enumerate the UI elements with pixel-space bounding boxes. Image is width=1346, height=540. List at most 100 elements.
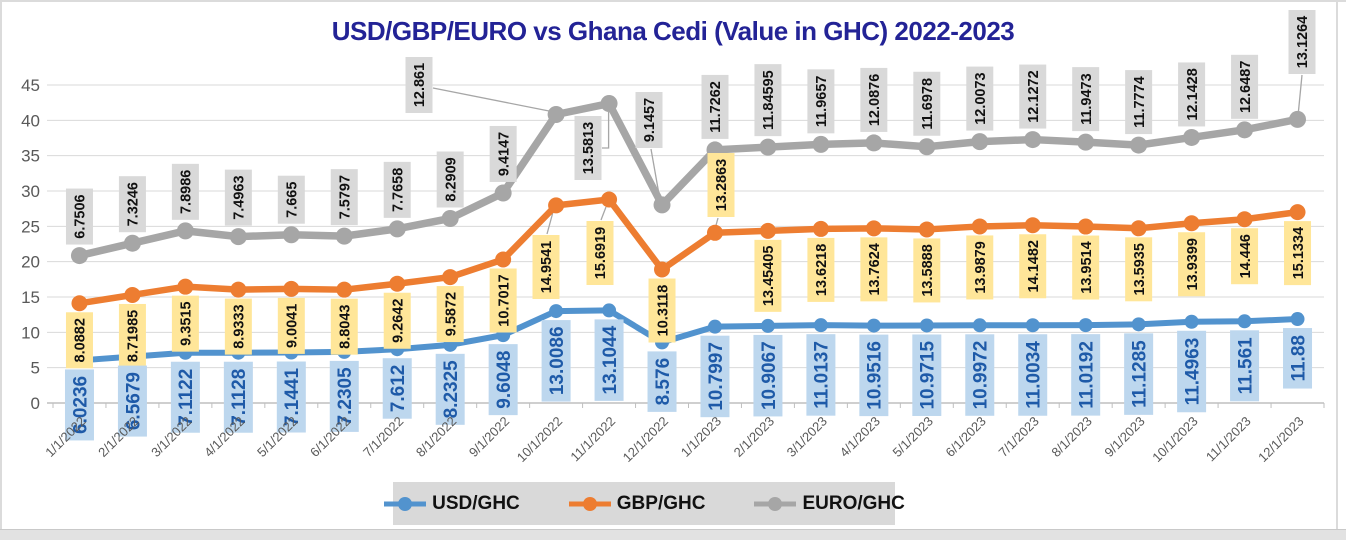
data-point-marker [653,196,671,214]
data-point-marker [760,318,775,333]
data-point-marker [759,138,777,156]
data-label: 9.5872 [443,292,459,336]
data-label: 8.9333 [232,304,248,348]
data-labels-GBP-GHC: 8.0882 8.71985 9.3515 8.9333 9.0041 8.8043 9.2… [65,153,1312,369]
data-point-marker [601,191,618,208]
data-point-marker [1290,312,1305,327]
data-point-marker [71,295,88,312]
data-label: 8.8043 [337,305,353,349]
data-point-marker [1236,211,1253,228]
data-point-marker [918,138,936,156]
y-tick-label: 35 [21,147,40,166]
legend-item-gbp-ghc: GBP/GHC [568,492,706,515]
y-tick-label: 20 [21,253,40,272]
y-tick-label: 0 [31,394,40,413]
chart-border-left [0,0,2,530]
legend-label-gbp: GBP/GHC [616,492,706,514]
data-label: 11.1285 [1129,340,1150,408]
data-point-marker [283,280,300,297]
y-tick-label: 45 [21,76,40,95]
x-tick-label: 7/1/2023 [995,414,1041,460]
data-label: 11.88 [1288,335,1309,382]
data-point-marker [600,95,618,113]
data-point-marker [919,318,934,333]
data-label: 7.7658 [390,168,406,212]
data-label: 11.9473 [1079,73,1095,125]
y-tick-label: 25 [21,217,40,236]
x-tick-label: 2/1/2023 [731,414,777,460]
data-point-marker [123,234,141,252]
data-point-marker [1077,218,1094,235]
data-point-marker [918,221,935,238]
data-label: 10.7017 [496,274,512,326]
x-tick-label: 11/1/2022 [567,414,618,465]
data-label: 7.1122 [176,369,197,426]
data-label: 12.861 [412,63,428,107]
data-label: 11.0034 [1024,341,1045,409]
data-label: 7.5797 [337,175,353,219]
legend-item-euro-ghc: EURO/GHC [753,493,905,515]
data-point-marker [336,281,353,298]
data-label: 11.7262 [708,81,724,133]
data-point-marker [1024,217,1041,234]
data-label: 7.1441 [282,368,303,427]
data-point-marker [495,251,512,268]
series-line-USD-GHC [72,303,1305,368]
y-tick-label: 40 [21,111,40,130]
usd-line-marker-icon [384,496,427,511]
data-label: 9.4147 [496,132,512,176]
data-label: 14.9541 [539,241,555,293]
data-label: 13.1264 [1295,16,1311,68]
data-point-marker [1289,110,1307,128]
y-tick-label: 10 [21,323,40,342]
data-label: 13.0086 [547,326,568,395]
chart-border-top [0,0,1346,2]
data-point-marker [1077,133,1095,151]
data-label: 11.84595 [761,70,777,130]
data-label: 10.7997 [706,342,727,411]
y-tick-label: 5 [31,359,40,378]
data-label: 6.5679 [123,372,144,430]
data-point-marker [602,303,617,318]
data-label: 8.0882 [73,318,89,362]
data-point-marker [441,209,459,227]
euro-line-marker-icon [754,496,797,511]
x-tick-label: 9/1/2023 [1101,414,1147,460]
x-tick-label: 12/1/2022 [620,414,672,466]
data-label: 13.5813 [581,122,597,174]
data-label: 14.1482 [1026,240,1042,292]
data-point-marker [70,247,88,265]
data-label: 13.7624 [867,243,883,295]
x-tick-label: 11/1/2023 [1203,414,1254,465]
data-point-marker [335,227,353,245]
data-label: 12.6487 [1238,61,1254,113]
data-label: 7.612 [388,365,409,413]
data-label: 10.3118 [655,285,671,337]
data-label: 8.2325 [441,360,462,419]
legend-label-usd: USD/GHC [432,492,520,514]
data-label: 9.0041 [285,304,301,348]
data-point-marker [549,304,564,319]
data-label: 13.5888 [920,244,936,296]
data-label: 9.1457 [642,98,658,142]
data-label: 13.5935 [1132,243,1148,295]
x-axis-ticks [52,403,1325,408]
data-point-marker [1131,317,1146,332]
data-label: 7.2305 [335,367,356,426]
data-point-marker [388,220,406,238]
data-label: 10.9972 [971,341,992,410]
data-point-marker [1183,215,1200,232]
data-point-marker [707,319,722,334]
legend: USD/GHC GBP/GHC EURO/GHC [384,482,905,525]
data-label: 13.9399 [1185,238,1201,290]
x-tick-label: 9/1/2022 [466,414,512,460]
data-label: 15.1334 [1291,227,1307,279]
data-point-marker [865,134,883,152]
data-label: 13.2863 [714,159,730,211]
data-label: 14.446 [1238,234,1254,278]
data-point-marker [389,275,406,292]
x-tick-label: 8/1/2023 [1048,414,1094,460]
data-point-marker [759,222,776,239]
